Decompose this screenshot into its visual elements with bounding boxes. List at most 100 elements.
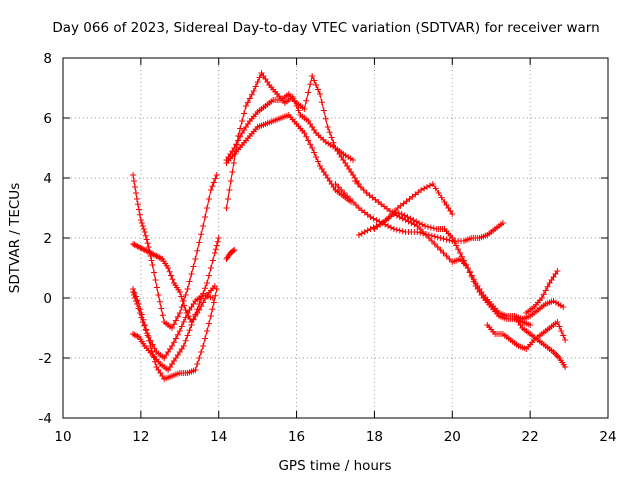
x-tick-label: 18 xyxy=(366,429,383,445)
x-tick-label: 16 xyxy=(288,429,305,445)
data-point xyxy=(303,133,310,140)
data-point xyxy=(132,298,139,304)
data-point xyxy=(428,238,435,244)
y-tick-label: 6 xyxy=(43,111,52,127)
data-point xyxy=(135,305,142,312)
data-point xyxy=(169,325,175,331)
data-point xyxy=(200,223,207,229)
data-point xyxy=(176,310,183,316)
data-point xyxy=(560,332,567,339)
data-point xyxy=(157,255,164,262)
data-point xyxy=(427,224,434,231)
data-point xyxy=(538,295,545,301)
data-point xyxy=(178,293,185,300)
data-point xyxy=(131,178,138,184)
x-tick-label: 24 xyxy=(599,429,616,445)
data-point xyxy=(440,250,447,256)
data-point xyxy=(332,181,339,187)
data-point xyxy=(207,313,214,319)
data-point xyxy=(211,283,218,289)
series-track-1 xyxy=(130,172,220,331)
data-point xyxy=(414,223,421,229)
data-point xyxy=(142,232,149,239)
data-point xyxy=(248,91,255,98)
data-point xyxy=(364,227,371,234)
data-point xyxy=(301,130,308,136)
data-point xyxy=(414,229,421,235)
data-point xyxy=(132,332,139,339)
data-point xyxy=(431,233,438,240)
data-point xyxy=(386,214,393,220)
data-point xyxy=(295,107,302,114)
data-point xyxy=(158,305,165,312)
data-point xyxy=(328,134,335,141)
data-point xyxy=(432,185,439,192)
data-point xyxy=(205,196,212,202)
data-point xyxy=(200,343,207,349)
data-point xyxy=(435,190,442,196)
data-point xyxy=(138,220,145,226)
y-tick-label: 2 xyxy=(43,231,52,247)
data-point xyxy=(562,364,569,370)
data-point xyxy=(320,107,327,114)
data-point xyxy=(241,110,248,117)
data-point xyxy=(165,265,172,271)
data-point xyxy=(237,133,244,140)
data-point xyxy=(387,224,394,231)
data-point xyxy=(188,271,195,277)
data-point xyxy=(357,184,364,190)
data-point xyxy=(453,242,460,249)
data-point xyxy=(301,106,308,112)
data-point xyxy=(198,231,205,238)
data-point xyxy=(326,129,333,136)
x-tick-label: 10 xyxy=(54,429,71,445)
data-point xyxy=(133,196,140,202)
data-point xyxy=(174,331,181,338)
series-track-8 xyxy=(223,112,355,205)
data-point xyxy=(192,367,199,373)
data-point xyxy=(424,223,431,230)
data-point xyxy=(153,284,160,291)
data-point xyxy=(242,103,249,109)
data-point xyxy=(139,319,146,325)
data-point xyxy=(244,99,251,106)
data-point xyxy=(143,236,150,243)
data-point xyxy=(136,310,143,316)
data-point xyxy=(385,223,392,229)
series-track-4 xyxy=(130,241,218,325)
data-point xyxy=(227,178,234,184)
series-track-5 xyxy=(130,289,216,361)
y-tick-label: -2 xyxy=(39,351,52,367)
data-point xyxy=(182,314,189,321)
data-point xyxy=(150,269,157,276)
data-point xyxy=(420,229,427,235)
data-point xyxy=(180,343,187,349)
data-point xyxy=(213,172,220,178)
data-point xyxy=(145,244,152,250)
x-tick-label: 14 xyxy=(210,429,227,445)
data-point xyxy=(147,337,154,344)
data-point xyxy=(200,299,207,306)
data-point xyxy=(174,313,181,320)
data-point xyxy=(184,332,191,339)
data-point xyxy=(144,330,151,337)
data-point xyxy=(230,247,237,254)
series-track-3 xyxy=(130,235,222,373)
data-point xyxy=(335,184,342,190)
data-point xyxy=(426,182,433,189)
data-point xyxy=(344,193,351,199)
data-point xyxy=(194,247,201,254)
data-point xyxy=(198,303,205,310)
series-track-9 xyxy=(223,247,238,262)
grid xyxy=(63,58,608,418)
data-point xyxy=(166,268,173,275)
data-point xyxy=(449,211,456,217)
data-point xyxy=(457,250,464,256)
data-point xyxy=(314,86,321,93)
data-point xyxy=(230,160,237,166)
data-point xyxy=(179,298,186,304)
data-point xyxy=(169,276,176,283)
data-point xyxy=(347,196,354,202)
data-series xyxy=(130,70,569,382)
